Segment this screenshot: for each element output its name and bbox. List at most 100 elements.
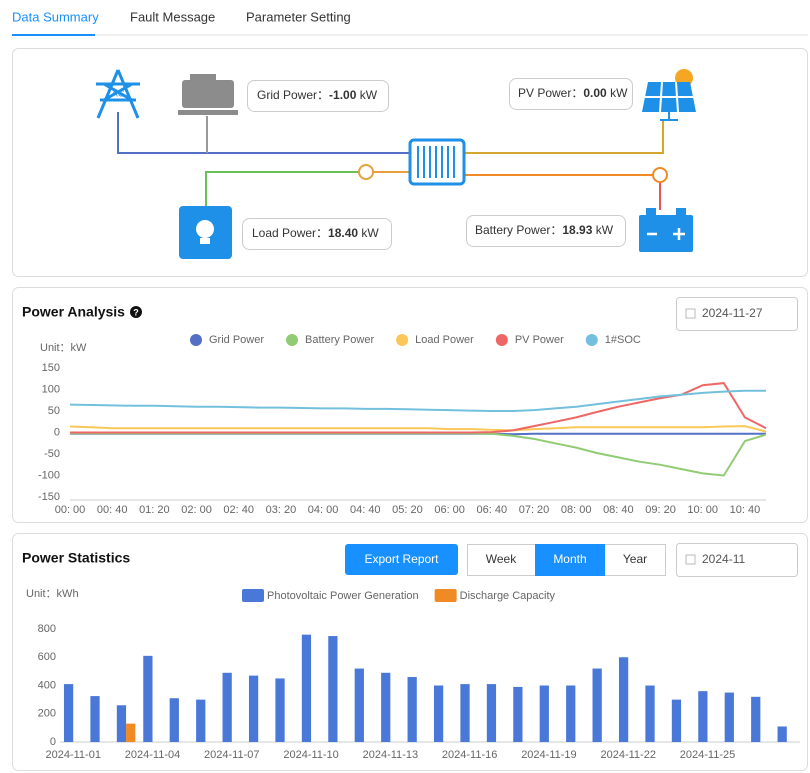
- legend-swatch: [585, 334, 598, 346]
- x-tick-label: 2024-11-07: [204, 749, 259, 761]
- pv-icon: [642, 69, 696, 121]
- y-tick-label: 600: [38, 651, 56, 663]
- bar: [671, 699, 682, 742]
- value: -1.00: [329, 88, 357, 102]
- bar: [539, 685, 549, 742]
- value-box: [466, 215, 626, 247]
- label: Battery Power：: [475, 223, 562, 237]
- legend-swatch: [190, 334, 202, 346]
- tab[interactable]: Fault Message: [130, 9, 215, 24]
- x-tick-label: 2024-11-13: [363, 749, 418, 761]
- help-icon-mark: ?: [133, 307, 139, 317]
- help-icon[interactable]: [130, 306, 142, 318]
- tab[interactable]: Parameter Setting: [246, 9, 351, 24]
- value-box: [247, 80, 389, 112]
- period-button[interactable]: Year: [623, 552, 647, 566]
- date-value: 2024-11: [702, 552, 745, 566]
- value-box: [509, 78, 633, 110]
- bar: [566, 685, 576, 742]
- x-tick-label: 01: 20: [139, 504, 170, 516]
- bar: [460, 684, 470, 742]
- label: PV Power：: [518, 86, 583, 100]
- bar: [275, 678, 285, 742]
- series-line: [69, 425, 767, 433]
- battery-power: Battery Power：18.93 kW: [475, 223, 614, 237]
- x-tick-label: 06: 00: [434, 504, 465, 516]
- x-tick-label: 2024-11-04: [125, 749, 180, 761]
- legend-label: Photovoltaic Power Generation: [267, 590, 419, 602]
- bar: [698, 691, 708, 742]
- bar: [328, 636, 338, 742]
- y-tick-label: 200: [38, 708, 56, 720]
- x-tick-label: 04: 00: [308, 504, 339, 516]
- period-button[interactable]: Month: [553, 552, 586, 566]
- legend-label: Load Power: [415, 334, 474, 346]
- y-tick-label: 0: [50, 736, 56, 748]
- unit: kW: [361, 226, 379, 240]
- legend-label: 1#SOC: [605, 334, 641, 346]
- inverter-icon: [408, 138, 466, 186]
- grid-icon: AC: [96, 69, 140, 119]
- period-button[interactable]: Week: [486, 552, 517, 566]
- calendar-icon: [685, 554, 696, 565]
- y-tick-label: -50: [44, 448, 60, 460]
- y-tick-label: 800: [38, 623, 56, 635]
- bar: [354, 668, 364, 742]
- value: 18.40: [328, 226, 358, 240]
- series-line: [70, 382, 767, 434]
- generator-icon: [178, 74, 238, 115]
- unit: kW: [360, 88, 378, 102]
- x-tick-label: 06: 40: [477, 504, 508, 516]
- x-tick-label: 10: 00: [687, 504, 718, 516]
- bar: [486, 684, 497, 742]
- date-picker[interactable]: [676, 297, 798, 331]
- unit-label: Unit：kWh: [26, 588, 79, 600]
- bar: [433, 685, 444, 742]
- x-tick-label: 2024-11-22: [600, 749, 655, 761]
- period-active: [535, 544, 605, 576]
- date-picker[interactable]: [676, 543, 798, 577]
- x-tick-label: 08: 40: [603, 504, 634, 516]
- x-tick-label: 07: 20: [519, 504, 550, 516]
- svg-text:AC: AC: [112, 88, 125, 98]
- x-tick-label: 05: 20: [392, 504, 423, 516]
- bar: [116, 705, 127, 742]
- bar: [592, 668, 602, 742]
- node: [652, 167, 668, 183]
- grid-power: Grid Power：-1.00 kW: [257, 88, 378, 102]
- date-value: 2024-11-27: [702, 306, 763, 320]
- y-tick-label: 0: [54, 426, 60, 438]
- bar: [169, 698, 179, 742]
- bar: [777, 726, 787, 742]
- y-tick-label: 100: [42, 383, 60, 395]
- x-tick-label: 08: 00: [561, 504, 592, 516]
- analysis-panel: [12, 287, 808, 523]
- value-box: [242, 218, 392, 250]
- node: [358, 164, 374, 180]
- statistics-panel: [12, 533, 808, 771]
- x-tick-label: 10: 40: [730, 504, 761, 516]
- x-tick-label: 2024-11-01: [45, 749, 100, 761]
- battery-icon: [639, 208, 693, 252]
- calendar-icon: [685, 308, 696, 319]
- y-tick-label: -150: [38, 491, 60, 503]
- bar: [618, 657, 629, 742]
- x-tick-label: 2024-11-16: [442, 749, 497, 761]
- x-tick-label: 09: 20: [645, 504, 676, 516]
- x-tick-label: 03: 20: [266, 504, 297, 516]
- legend-swatch: [242, 589, 264, 602]
- export-button[interactable]: [345, 544, 458, 575]
- flow-lines: [117, 112, 664, 210]
- export-label: Export Report: [364, 552, 439, 566]
- unit: kW: [596, 223, 614, 237]
- legend-label: Battery Power: [305, 334, 374, 346]
- series-line: [69, 389, 766, 412]
- pv-power: PV Power：0.00 kW: [518, 86, 628, 100]
- y-tick-label: 50: [48, 405, 60, 417]
- legend-swatch: [495, 334, 508, 346]
- bar: [513, 686, 523, 742]
- tab[interactable]: Data Summary: [12, 9, 99, 24]
- legend-swatch: [396, 334, 409, 346]
- bar: [63, 684, 74, 742]
